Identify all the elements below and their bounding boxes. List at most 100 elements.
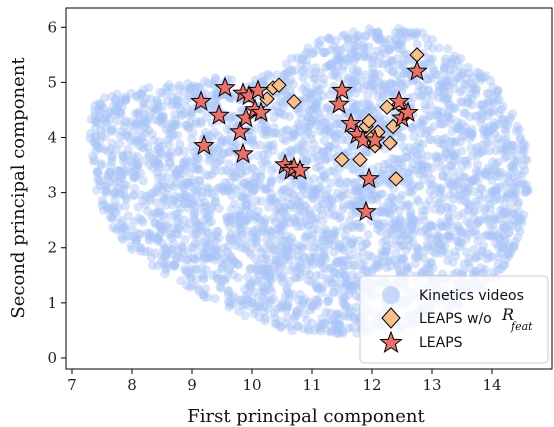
kinetics-point [403,167,413,177]
kinetics-point [266,177,276,187]
kinetics-point [218,258,229,269]
kinetics-point [344,216,355,226]
kinetics-point [434,86,444,96]
kinetics-point [500,179,510,189]
kinetics-point [321,47,331,58]
kinetics-point [240,284,250,294]
kinetics-point [318,79,328,89]
kinetics-point [235,161,245,171]
kinetics-point [324,209,334,219]
kinetics-point [107,138,117,148]
kinetics-point [297,180,308,190]
kinetics-point [311,99,321,110]
kinetics-point [186,182,196,192]
kinetics-point [409,146,419,156]
kinetics-point [503,248,513,258]
kinetics-point [463,229,473,239]
kinetics-point [408,29,418,39]
kinetics-point [193,283,203,293]
kinetics-point [175,173,185,183]
kinetics-point [364,250,374,260]
kinetics-point [186,272,196,283]
kinetics-point [491,238,501,248]
kinetics-point [498,220,508,231]
kinetics-point [246,297,256,307]
kinetics-point [282,252,292,262]
kinetics-point [210,143,220,153]
kinetics-point [373,262,383,272]
kinetics-point [459,108,469,118]
kinetics-point [404,217,414,227]
kinetics-point [296,244,306,254]
kinetics-point [422,231,433,241]
kinetics-point [301,233,311,243]
kinetics-point [368,68,378,78]
kinetics-point [324,146,334,156]
kinetics-point [382,59,392,69]
kinetics-point [396,190,407,200]
kinetics-point [199,255,209,265]
kinetics-point [499,119,509,129]
kinetics-point [477,110,487,120]
kinetics-point [275,273,285,284]
kinetics-point [214,144,224,154]
kinetics-point [267,228,277,238]
kinetics-point [220,177,230,188]
kinetics-point [448,151,458,161]
kinetics-point [451,148,461,158]
kinetics-point [188,81,198,91]
kinetics-point [95,107,105,117]
kinetics-point [438,80,449,90]
kinetics-point [382,84,392,94]
kinetics-point [184,268,194,278]
kinetics-point [159,244,169,254]
kinetics-point [295,206,305,216]
kinetics-point [276,222,286,232]
kinetics-point [257,283,267,293]
kinetics-point [239,220,249,230]
kinetics-point [160,181,170,191]
kinetics-point [209,80,219,90]
kinetics-point [293,295,303,305]
kinetics-point [96,176,106,186]
kinetics-point [455,87,465,97]
kinetics-point [212,269,222,279]
kinetics-point [353,82,363,92]
kinetics-point [408,217,418,227]
kinetics-point [490,185,500,195]
kinetics-point [427,180,437,190]
kinetics-point [174,224,184,234]
kinetics-point [444,98,454,108]
kinetics-point [442,202,452,212]
kinetics-point [150,218,160,228]
kinetics-point [333,54,343,64]
kinetics-point [114,183,124,193]
kinetics-point [341,274,351,284]
kinetics-point [483,111,493,121]
kinetics-point [183,255,193,265]
kinetics-point [302,55,312,65]
kinetics-point [96,101,107,111]
kinetics-point [260,271,271,281]
kinetics-point [464,128,474,138]
kinetics-point [303,122,313,132]
kinetics-point [505,199,516,209]
kinetics-point [198,289,209,299]
kinetics-point [284,289,294,299]
kinetics-point [421,33,432,43]
kinetics-point [162,259,172,269]
kinetics-point [158,102,168,112]
kinetics-point [333,61,343,71]
kinetics-point [348,98,358,108]
kinetics-point [179,199,190,209]
kinetics-point [189,265,200,275]
kinetics-point [181,266,192,276]
kinetics-point [325,235,335,245]
kinetics-point [278,127,288,137]
kinetics-point [210,73,221,83]
kinetics-point [389,202,399,212]
kinetics-point [480,231,490,241]
kinetics-point [334,283,344,293]
kinetics-point [240,178,250,188]
kinetics-point [234,306,244,316]
